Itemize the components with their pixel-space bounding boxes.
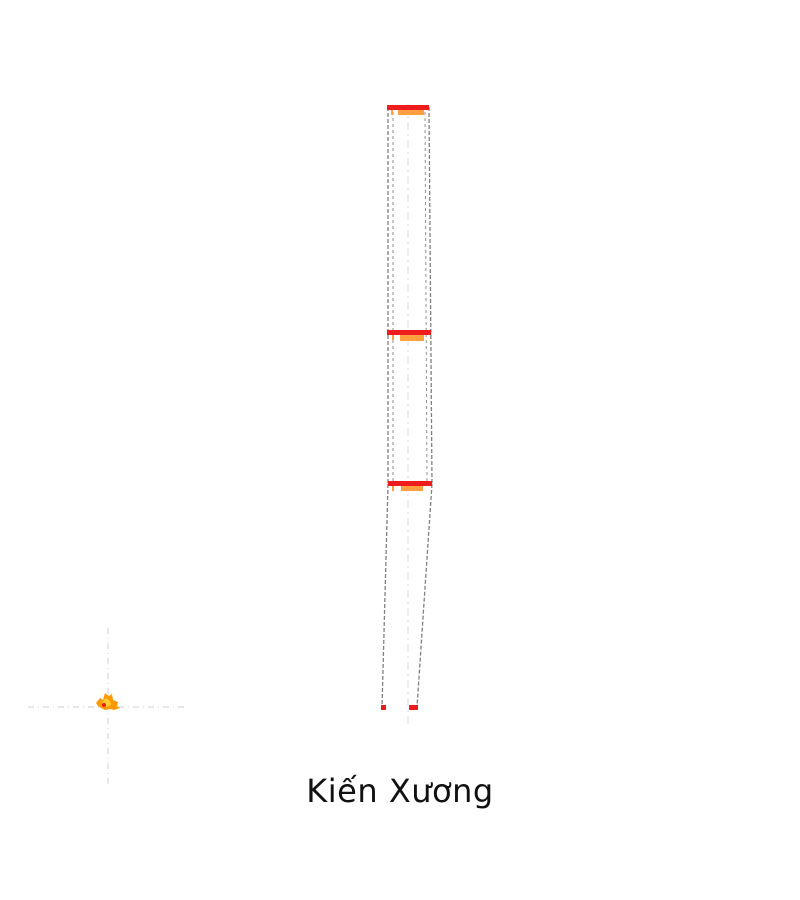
band-middle-tick-left	[392, 335, 394, 340]
band-middle-bar	[387, 330, 431, 335]
foot-right	[409, 705, 418, 710]
band-lower-bar	[388, 481, 432, 486]
place-name-caption: Kiến Xương	[306, 772, 494, 810]
band-lower-shadow	[401, 486, 423, 491]
column-outline	[381, 106, 433, 708]
band-lower	[388, 481, 432, 491]
inner-right	[424, 111, 428, 485]
location-marker	[96, 693, 120, 710]
marker-dot	[102, 703, 106, 707]
band-middle-shadow	[400, 335, 424, 341]
outline-right-lower	[416, 483, 433, 708]
band-lower-tick-left	[392, 486, 394, 491]
column-inner-outline	[392, 111, 428, 485]
band-middle	[387, 330, 431, 341]
band-top-tick-left	[391, 110, 393, 115]
band-top-bar	[387, 105, 429, 110]
band-top	[387, 105, 429, 115]
outline-left-lower	[381, 483, 389, 708]
column-feet	[381, 705, 418, 710]
band-top-shadow	[398, 110, 424, 115]
outline-right-upper	[428, 106, 433, 485]
foot-left	[381, 705, 386, 710]
